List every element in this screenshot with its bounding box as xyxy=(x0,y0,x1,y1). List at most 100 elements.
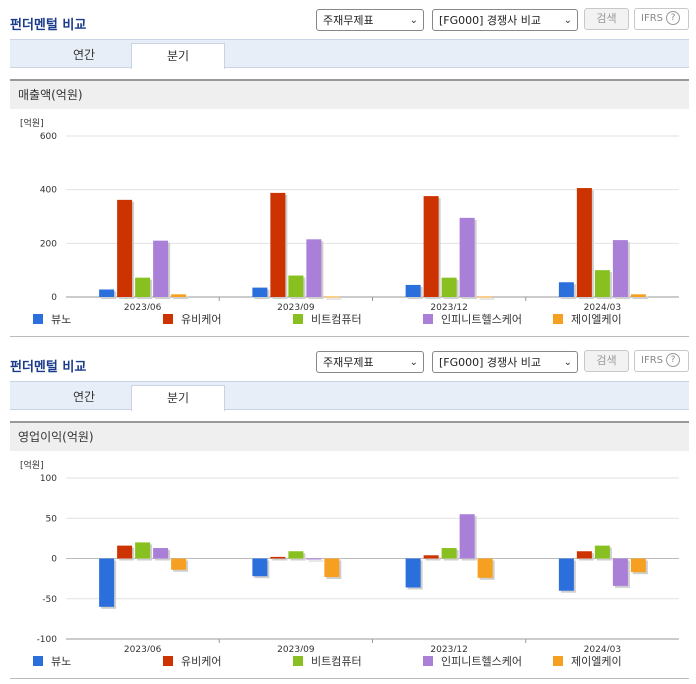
legend-swatch xyxy=(423,314,433,324)
compare-select[interactable]: [FG000] 경쟁사 비교 ⌄ xyxy=(432,351,578,373)
legend-item: 제이엘케이 xyxy=(553,655,622,669)
bar xyxy=(135,277,151,297)
bar xyxy=(441,277,457,297)
help-icon: ? xyxy=(666,11,680,25)
x-tick-label: 2023/09 xyxy=(277,645,315,652)
statement-select-value: 주재무제표 xyxy=(323,356,374,369)
bar xyxy=(153,548,169,559)
bar-shadow xyxy=(425,557,441,561)
x-tick-label: 2023/06 xyxy=(124,303,162,310)
bar xyxy=(405,284,421,297)
tab-annual[interactable]: 연간 xyxy=(72,390,96,404)
bar xyxy=(459,514,475,559)
legend-item: 인피니트헬스케어 xyxy=(423,655,522,669)
bar xyxy=(594,545,610,559)
bar xyxy=(594,270,610,297)
bar-shadow xyxy=(479,298,495,300)
legend-swatch xyxy=(293,656,303,666)
chevron-down-icon: ⌄ xyxy=(563,15,572,26)
bar xyxy=(171,294,187,297)
bar xyxy=(135,542,151,559)
bar xyxy=(558,558,574,591)
y-tick-label: -50 xyxy=(42,595,57,605)
chart-legend: 뷰노 유비케어 비트컴퓨터 인피니트헬스케어 제이엘케이 xyxy=(0,313,696,329)
ifrs-help-button[interactable]: IFRS? xyxy=(634,350,689,372)
chevron-down-icon: ⌄ xyxy=(563,357,572,368)
divider xyxy=(10,678,689,679)
legend-item: 유비케어 xyxy=(163,655,221,669)
bar xyxy=(324,296,340,298)
legend-label: 제이엘케이 xyxy=(571,313,622,326)
tab-annual[interactable]: 연간 xyxy=(72,48,96,62)
legend-item: 제이엘케이 xyxy=(553,313,622,327)
bar xyxy=(477,558,493,578)
bar xyxy=(252,287,268,297)
bar xyxy=(459,217,475,297)
help-icon: ? xyxy=(666,353,680,367)
y-tick-label: 200 xyxy=(40,239,57,249)
legend-swatch xyxy=(553,656,563,666)
bar-shadow xyxy=(308,560,324,562)
legend-item: 뷰노 xyxy=(33,655,71,669)
bar xyxy=(306,558,322,560)
bar xyxy=(576,551,592,559)
compare-select[interactable]: [FG000] 경쟁사 비교 ⌄ xyxy=(432,9,578,31)
bar xyxy=(270,556,286,559)
legend-label: 제이엘케이 xyxy=(571,655,622,668)
y-tick-label: 100 xyxy=(40,474,57,484)
sales-bar-chart: [억원] 0 200 400 600 2023/06 2023/09 2023/12 2024/… xyxy=(20,117,679,310)
legend-label: 유비케어 xyxy=(181,655,222,668)
bar-shadow xyxy=(272,558,288,561)
y-unit-label: [억원] xyxy=(20,459,44,471)
search-button[interactable]: 검색 xyxy=(584,350,629,372)
statement-select[interactable]: 주재무제표 ⌄ xyxy=(316,9,424,31)
bar xyxy=(576,188,592,297)
divider xyxy=(10,336,689,337)
ifrs-label: IFRS xyxy=(641,13,663,24)
x-tick-label: 2023/12 xyxy=(430,303,467,310)
bar xyxy=(477,296,493,298)
bar-shadow xyxy=(632,296,648,299)
legend-swatch xyxy=(163,656,173,666)
legend-label: 뷰노 xyxy=(51,655,72,668)
bar-shadow xyxy=(173,296,189,299)
panel-operating-profit: 펀더멘털 비교 주재무제표 ⌄ [FG000] 경쟁사 비교 ⌄ 검색 IFRS… xyxy=(0,342,696,684)
legend-label: 비트컴퓨터 xyxy=(311,313,362,326)
legend-label: 인피니트헬스케어 xyxy=(441,655,522,668)
x-tick-label: 2023/06 xyxy=(124,645,162,652)
period-tabs: 연간 분기 xyxy=(10,39,689,69)
panel-title: 펀더멘털 비교 xyxy=(10,360,87,375)
bar xyxy=(558,282,574,297)
bar xyxy=(99,558,115,607)
y-unit-label: [억원] xyxy=(20,117,44,129)
legend-label: 인피니트헬스케어 xyxy=(441,313,522,326)
bar xyxy=(630,294,646,297)
legend-swatch xyxy=(33,314,43,324)
search-button[interactable]: 검색 xyxy=(584,8,629,30)
legend-item: 유비케어 xyxy=(163,313,221,327)
y-tick-label: 0 xyxy=(51,293,57,303)
bar xyxy=(324,558,340,578)
legend-swatch xyxy=(293,314,303,324)
x-tick-label: 2024/03 xyxy=(584,645,621,652)
x-tick-label: 2023/09 xyxy=(277,303,315,310)
y-tick-label: 400 xyxy=(40,186,57,196)
y-tick-label: 50 xyxy=(46,514,58,524)
tab-quarterly[interactable]: 분기 xyxy=(131,43,225,69)
compare-select-value: [FG000] 경쟁사 비교 xyxy=(439,14,542,27)
bar xyxy=(171,558,187,570)
legend-item: 인피니트헬스케어 xyxy=(423,313,522,327)
section-title: 영업이익(억원) xyxy=(10,421,689,451)
bar xyxy=(288,551,304,559)
section-title: 매출액(억원) xyxy=(10,79,689,109)
bar xyxy=(270,192,286,297)
bar xyxy=(306,239,322,297)
statement-select[interactable]: 주재무제표 ⌄ xyxy=(316,351,424,373)
x-tick-label: 2024/03 xyxy=(584,303,621,310)
ifrs-help-button[interactable]: IFRS? xyxy=(634,8,689,30)
tab-quarterly[interactable]: 분기 xyxy=(131,385,225,411)
legend-item: 비트컴퓨터 xyxy=(293,313,362,327)
legend-swatch xyxy=(423,656,433,666)
bar xyxy=(423,196,439,297)
bar xyxy=(288,275,304,297)
